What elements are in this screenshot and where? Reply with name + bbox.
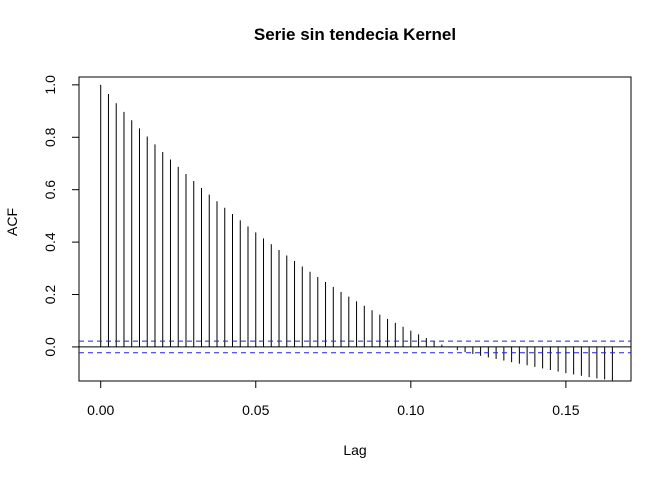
- confidence-limits: [79, 340, 631, 354]
- y-tick-label: 0.6: [42, 180, 58, 200]
- acf-bars: [100, 84, 613, 381]
- chart-title: Serie sin tendecia Kernel: [254, 25, 456, 44]
- x-axis: 0.00 0.05 0.10 0.15: [87, 380, 580, 418]
- y-tick-label: 0.2: [42, 285, 58, 305]
- x-axis-label: Lag: [343, 442, 366, 458]
- x-tick-label: 0.10: [397, 402, 424, 418]
- plot-frame: [78, 76, 632, 382]
- x-tick-label: 0.05: [242, 402, 269, 418]
- y-axis: 0.0 0.2 0.4 0.6 0.8 1.0: [42, 75, 80, 357]
- y-tick-label: 0.8: [42, 127, 58, 147]
- x-tick-label: 0.15: [552, 402, 579, 418]
- y-tick-label: 1.0: [42, 75, 58, 95]
- y-tick-label: 0.4: [42, 232, 58, 252]
- y-tick-label: 0.0: [42, 337, 58, 357]
- y-axis-label: ACF: [4, 208, 20, 236]
- x-tick-label: 0.00: [87, 402, 114, 418]
